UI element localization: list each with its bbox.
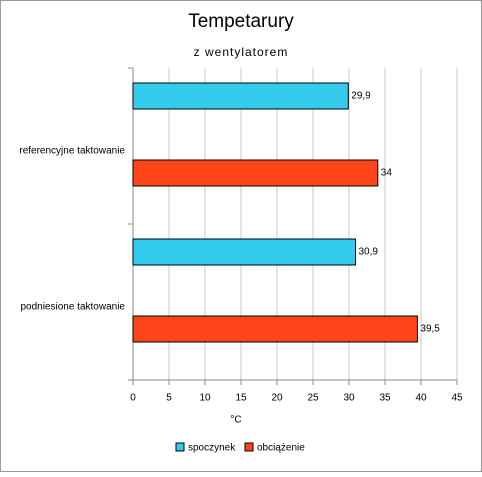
x-tick-label: 0 xyxy=(130,393,136,404)
x-tick-label: 25 xyxy=(307,393,319,404)
bar xyxy=(132,315,418,343)
chart-subtitle: z wentylatorem xyxy=(194,45,289,59)
x-tick-label: 35 xyxy=(379,393,391,404)
value-label: 34 xyxy=(381,168,393,179)
legend-label: obciążenie xyxy=(257,443,305,454)
y-tick-label: podniesione taktowanie xyxy=(20,301,125,312)
chart-title: Tempetarury xyxy=(188,11,294,32)
legend-label: spoczynek xyxy=(188,443,236,454)
value-label: 39,5 xyxy=(420,324,440,335)
bar xyxy=(132,238,356,266)
x-tick-label: 10 xyxy=(199,393,211,404)
value-label: 29,9 xyxy=(351,91,371,102)
x-tick-label: 40 xyxy=(415,393,427,404)
y-tick-label: referencyjne taktowanie xyxy=(19,145,125,156)
x-axis-label: °C xyxy=(230,415,241,426)
legend-swatch xyxy=(244,442,254,452)
x-tick-label: 15 xyxy=(235,393,247,404)
x-tick-label: 5 xyxy=(166,393,172,404)
x-tick-label: 30 xyxy=(343,393,355,404)
bar xyxy=(132,159,379,187)
legend-swatch xyxy=(175,442,185,452)
value-label: 30,9 xyxy=(358,247,378,258)
bar xyxy=(132,82,349,110)
x-tick-label: 20 xyxy=(271,393,283,404)
x-tick-label: 45 xyxy=(451,393,463,404)
